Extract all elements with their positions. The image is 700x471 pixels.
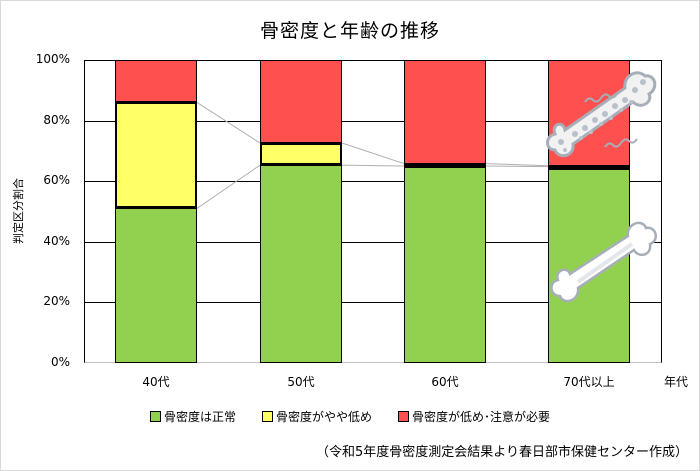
legend: 骨密度は正常 骨密度がやや低め 骨密度が低め･注意が必要	[0, 408, 700, 425]
x-tick-label: 40代	[142, 375, 170, 389]
legend-swatch-slightly-low	[261, 411, 273, 422]
plot-area	[84, 60, 662, 363]
bar-segment-2	[404, 60, 486, 164]
bar-segment-0	[260, 165, 342, 363]
gridline	[84, 302, 662, 304]
legend-item-normal: 骨密度は正常	[149, 408, 236, 425]
bar-segment-0	[115, 208, 197, 363]
porous-bone-icon	[546, 71, 657, 158]
x-axis-unit: 年代	[664, 375, 689, 389]
y-tick-label: 20%	[43, 294, 70, 309]
x-tick-label: 70代以上	[563, 375, 615, 389]
source-note: （令和5年度骨密度測定会結果より春日部市保健センター作成）	[315, 445, 688, 460]
y-tick-label: 80%	[43, 112, 70, 127]
bar-segment-2	[260, 60, 342, 144]
bar-50代	[260, 0, 342, 471]
y-tick-label: 60%	[43, 173, 70, 188]
gridline	[84, 120, 662, 122]
chart-title: 骨密度と年齢の推移	[259, 20, 440, 42]
legend-label-low: 骨密度が低め･注意が必要	[412, 410, 551, 424]
x-tick-label: 60代	[431, 375, 459, 389]
gridline	[84, 241, 662, 243]
bar-segment-1	[115, 102, 197, 209]
bar-40代	[115, 0, 197, 471]
gridline	[84, 181, 662, 183]
legend-label-slightly-low: 骨密度がやや低め	[275, 410, 372, 424]
bar-segment-1	[404, 163, 486, 168]
legend-swatch-low	[398, 411, 409, 422]
bar-60代	[404, 0, 486, 471]
bar-segment-0	[404, 166, 486, 363]
bar-segment-1	[548, 165, 630, 170]
legend-item-low: 骨密度が低め･注意が必要	[398, 408, 550, 425]
x-tick-label: 50代	[287, 375, 315, 389]
legend-swatch-normal	[149, 411, 161, 422]
y-tick-label: 100%	[35, 52, 70, 66]
y-tick-label: 40%	[43, 233, 70, 248]
bar-segment-1	[260, 143, 342, 166]
legend-label-normal: 骨密度は正常	[163, 410, 236, 424]
healthy-bone-icon	[550, 221, 658, 303]
legend-item-slightly-low: 骨密度がやや低め	[261, 408, 372, 425]
bar-segment-2	[115, 60, 197, 103]
y-tick-label: 0%	[50, 355, 70, 369]
